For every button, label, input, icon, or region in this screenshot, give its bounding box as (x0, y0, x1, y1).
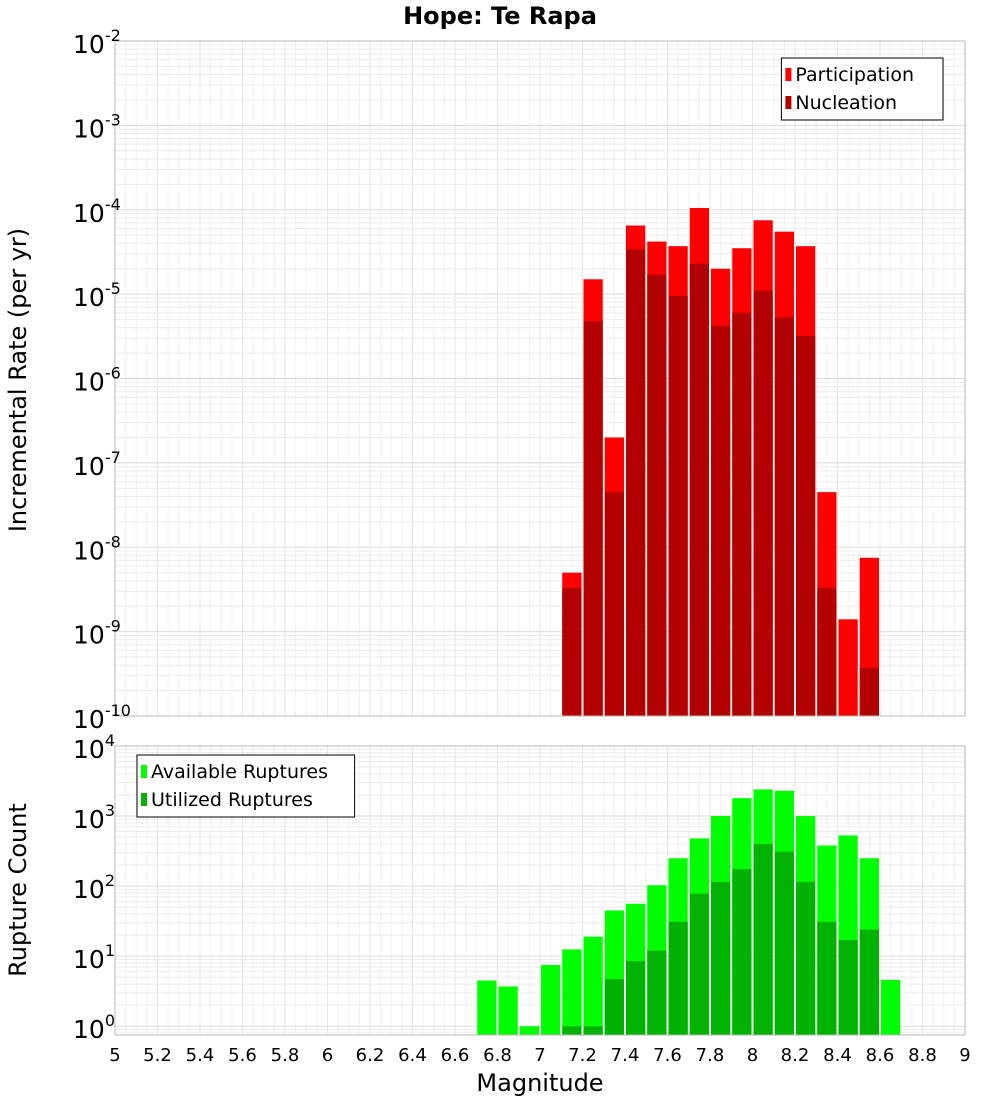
bar (477, 980, 497, 1035)
x-tick-label: 8.6 (866, 1045, 895, 1066)
y-axis-title: Rupture Count (4, 803, 32, 977)
legend: Participation Nucleation (780, 57, 944, 121)
bar (796, 335, 816, 716)
legend-label: Participation (795, 64, 914, 86)
bar (583, 1026, 603, 1035)
bar (711, 325, 731, 716)
bar (626, 961, 646, 1035)
bar (732, 312, 752, 716)
legend: Available Ruptures Utilized Ruptures (136, 754, 356, 818)
x-tick-label: 7.2 (568, 1045, 597, 1066)
y-tick-label: 10-4 (73, 195, 121, 228)
bar (817, 587, 837, 716)
bar (519, 1026, 539, 1035)
y-tick-label: 10-2 (73, 26, 121, 59)
bar (647, 274, 667, 716)
x-tick-label: 5.8 (271, 1045, 300, 1066)
bar (562, 1026, 582, 1035)
x-tick-label: 6.2 (356, 1045, 385, 1066)
x-tick-label: 7 (534, 1045, 545, 1066)
legend-box (136, 754, 356, 818)
y-tick-label: 10-8 (73, 532, 121, 565)
series-nucleation (562, 249, 879, 716)
legend-label: Nucleation (795, 92, 897, 114)
bar (732, 869, 752, 1035)
bar (583, 936, 603, 1035)
legend-swatch (141, 765, 147, 778)
legend-swatch (785, 96, 792, 109)
y-tick-label: 10-9 (73, 617, 121, 650)
x-tick-label: 9 (959, 1045, 970, 1066)
series-utilized-ruptures (562, 843, 879, 1035)
y-tick-label: 100 (73, 1011, 115, 1044)
x-tick-label: 7.8 (696, 1045, 725, 1066)
legend-label: Utilized Ruptures (151, 789, 313, 811)
y-tick-label: 104 (73, 731, 115, 764)
bar (498, 986, 518, 1035)
bar (689, 263, 709, 716)
plot-border (114, 40, 966, 717)
count-panel: 100 101 102 103 104 5 5.2 5.4 5.6 5.8 6 6.2 6.4 6.6 6.… (4, 731, 971, 1097)
bar (647, 950, 667, 1035)
y-axis-title: Incremental Rate (per yr) (4, 228, 32, 532)
x-tick-label: 5 (109, 1045, 120, 1066)
x-tick-label: 8.4 (823, 1045, 852, 1066)
bar (562, 949, 582, 1035)
x-tick-label: 7.6 (653, 1045, 682, 1066)
y-tick-label: 10-6 (73, 364, 121, 397)
bar (753, 290, 773, 716)
y-tick-label: 10-10 (73, 701, 131, 734)
bar (817, 921, 837, 1035)
bar (626, 249, 646, 716)
bar (541, 964, 561, 1035)
bar (604, 979, 624, 1035)
bar (881, 979, 901, 1035)
chart-title: Hope: Te Rapa (403, 2, 597, 30)
x-tick-label: 5.6 (228, 1045, 257, 1066)
bar (838, 619, 858, 716)
bar (711, 881, 731, 1035)
y-tick-label: 10-3 (73, 110, 121, 143)
x-tick-label: 6.8 (483, 1045, 512, 1066)
bar (859, 929, 879, 1035)
bar (583, 321, 603, 716)
bar (753, 843, 773, 1035)
bar (668, 296, 688, 716)
bar (859, 668, 879, 716)
bar (774, 851, 794, 1035)
x-tick-label: 6.6 (441, 1045, 470, 1066)
bar (796, 881, 816, 1035)
x-tick-label: 6.4 (398, 1045, 427, 1066)
legend-swatch (141, 793, 147, 806)
y-tick-label: 102 (73, 871, 115, 904)
bar (838, 940, 858, 1035)
bar (668, 921, 688, 1035)
plot-border (114, 745, 966, 1036)
y-tick-label: 101 (73, 941, 115, 974)
bar (562, 587, 582, 716)
bar (604, 492, 624, 716)
legend-label: Available Ruptures (151, 761, 328, 783)
grid (114, 40, 966, 717)
x-tick-label: 7.4 (611, 1045, 640, 1066)
x-tick-label: 5.2 (143, 1045, 172, 1066)
legend-box (780, 57, 944, 121)
bar (774, 317, 794, 716)
legend-swatch (785, 68, 792, 81)
rate-panel: 10-10 10-9 10-8 10-7 10-6 10-5 10-4 10-3 10-2 Inc… (4, 2, 966, 734)
x-tick-label: 8 (747, 1045, 758, 1066)
x-tick-label: 8.8 (908, 1045, 937, 1066)
x-tick-label: 8.2 (781, 1045, 810, 1066)
y-tick-label: 103 (73, 801, 115, 834)
x-tick-label: 5.4 (186, 1045, 215, 1066)
y-tick-label: 10-7 (73, 448, 121, 481)
y-tick-label: 10-5 (73, 279, 121, 312)
x-tick-label: 6 (322, 1045, 333, 1066)
x-axis-title: Magnitude (476, 1069, 603, 1097)
bar (689, 893, 709, 1035)
